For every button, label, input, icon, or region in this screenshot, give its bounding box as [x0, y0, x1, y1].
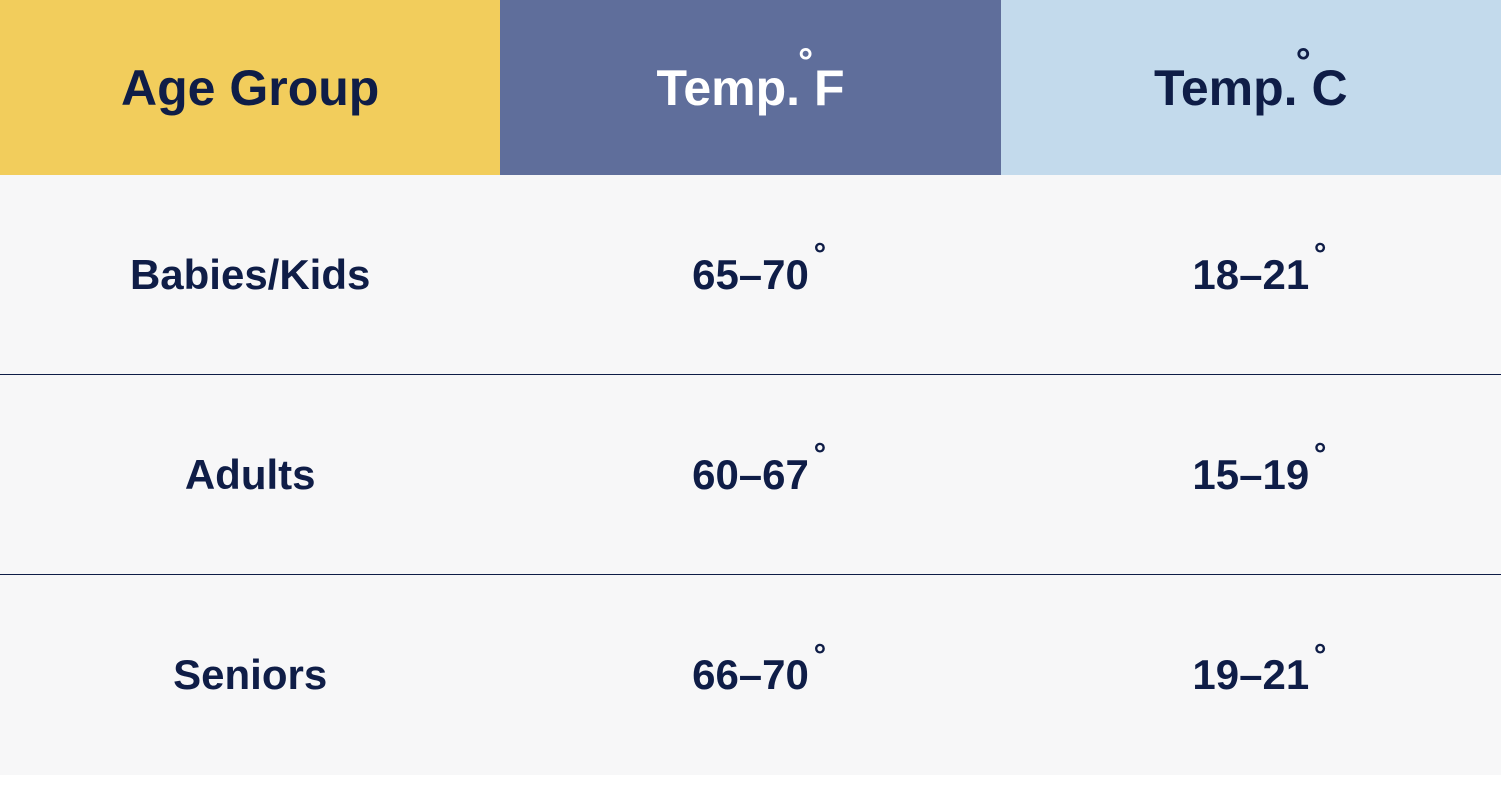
cell-age-group: Seniors	[0, 575, 500, 775]
cell-value: 19–21	[1192, 651, 1309, 698]
header-label: Age Group	[121, 59, 379, 117]
value-wrap: 19–21 °	[1192, 651, 1309, 699]
header-unit: F	[814, 60, 845, 116]
header-unit-wrap: ° F	[800, 59, 844, 117]
cell-temp-f: 66–70 °	[500, 575, 1000, 775]
cell-age-group: Adults	[0, 375, 500, 574]
degree-icon: °	[814, 236, 827, 273]
value-wrap: 60–67 °	[692, 451, 809, 499]
value-wrap: 66–70 °	[692, 651, 809, 699]
cell-value: 65–70	[692, 251, 809, 298]
header-temp-f: Temp. ° F	[500, 0, 1000, 175]
cell-value: 66–70	[692, 651, 809, 698]
cell-temp-f: 60–67 °	[500, 375, 1000, 574]
header-temp-c: Temp. ° C	[1001, 0, 1501, 175]
cell-value: 15–19	[1192, 451, 1309, 498]
cell-value: Adults	[185, 451, 316, 499]
degree-icon: °	[1314, 436, 1327, 473]
degree-icon: °	[814, 436, 827, 473]
cell-value: 18–21	[1192, 251, 1309, 298]
degree-icon: °	[798, 40, 813, 83]
cell-value: Babies/Kids	[130, 251, 370, 299]
value-wrap: 18–21 °	[1192, 251, 1309, 299]
header-unit: C	[1311, 60, 1347, 116]
cell-temp-c: 18–21 °	[1001, 175, 1501, 374]
header-unit-wrap: ° C	[1298, 59, 1348, 117]
degree-icon: °	[1314, 236, 1327, 273]
value-wrap: 65–70 °	[692, 251, 809, 299]
cell-temp-c: 15–19 °	[1001, 375, 1501, 574]
cell-value: Seniors	[173, 651, 327, 699]
header-label-prefix: Temp.	[1154, 59, 1298, 117]
table-header-row: Age Group Temp. ° F Temp. ° C	[0, 0, 1501, 175]
cell-value: 60–67	[692, 451, 809, 498]
value-wrap: 15–19 °	[1192, 451, 1309, 499]
table-row: Babies/Kids 65–70 ° 18–21 °	[0, 175, 1501, 375]
table-row: Seniors 66–70 ° 19–21 °	[0, 575, 1501, 775]
table-row: Adults 60–67 ° 15–19 °	[0, 375, 1501, 575]
header-label-prefix: Temp.	[657, 59, 801, 117]
degree-icon: °	[1314, 637, 1327, 674]
header-age-group: Age Group	[0, 0, 500, 175]
cell-temp-c: 19–21 °	[1001, 575, 1501, 775]
degree-icon: °	[1296, 40, 1311, 83]
degree-icon: °	[814, 637, 827, 674]
cell-age-group: Babies/Kids	[0, 175, 500, 374]
cell-temp-f: 65–70 °	[500, 175, 1000, 374]
temperature-table: Age Group Temp. ° F Temp. ° C Babies/Kid…	[0, 0, 1501, 775]
